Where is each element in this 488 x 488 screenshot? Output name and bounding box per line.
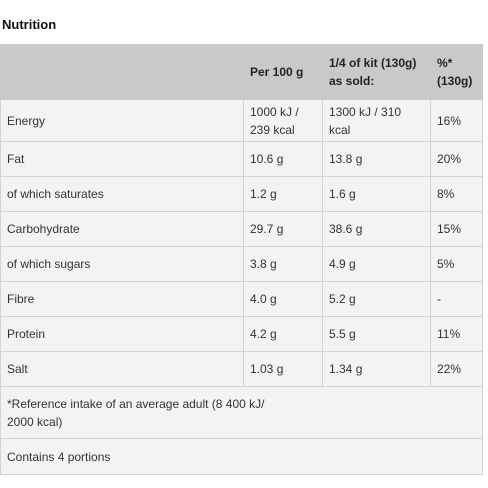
cell: - [430,281,483,317]
row-label: Fibre [0,281,244,317]
header-cell: Per 100 g [243,44,323,100]
cell: 16% [430,99,483,142]
cell: 22% [430,351,483,387]
row-label: Salt [0,351,244,387]
cell: 1.6 g [322,176,431,212]
cell: 29.7 g [243,211,323,247]
table-row: of which saturates 1.2 g 1.6 g 8% [0,176,483,212]
table-row: Fibre 4.0 g 5.2 g- [0,281,483,317]
cell: 4.9 g [322,246,431,282]
table-row: Salt 1.03 g 1.34 g 22% [0,351,483,387]
note-row: Contains 4 portions [0,438,483,475]
table-row: of which sugars 3.8 g 4.9 g 5% [0,246,483,282]
row-label: Carbohydrate [0,211,244,247]
table-row: Energy 1000 kJ / 239 kcal 1300 kJ / 310 kc… [0,99,483,142]
table-row: Protein 4.2 g 5.5 g 11% [0,316,483,352]
cell: 5.5 g [322,316,431,352]
note-row: *Reference intake of an average adult (8… [0,386,483,439]
note: Contains 4 portions [0,438,483,475]
header-cell: %* (130g) [430,44,483,100]
cell: 8% [430,176,483,212]
header-cell [0,44,244,100]
cell: 13.8 g [322,141,431,177]
title: Nutrition [2,17,57,32]
cell: 1300 kJ / 310 kcal [322,99,431,142]
cell: 5% [430,246,483,282]
note-text: *Reference intake of an average adult (8… [7,396,265,429]
table-row: Fat 10.6 g 13.8 g 20% [0,141,483,177]
cell: 38.6 g [322,211,431,247]
table-body: Energy 1000 kJ / 239 kcal 1300 kJ / 310 kc… [0,99,483,475]
note: *Reference intake of an average adult (8… [0,386,483,439]
cell: 15% [430,211,483,247]
header-cell: 1/4 of kit (130g) as sold: [322,44,431,100]
cell: 3.8 g [243,246,323,282]
cell: 1.2 g [243,176,323,212]
row-label: Fat [0,141,244,177]
row-label: Energy [0,99,244,142]
cell: 1.34 g [322,351,431,387]
table-row: Carbohydrate 29.7 g 38.6 g 15% [0,211,483,247]
header-row: Per 100 g 1/4 of kit (130g) as sold: %* … [0,44,483,100]
cell: 4.0 g [243,281,323,317]
row-label: of which saturates [0,176,244,212]
cell: 10.6 g [243,141,323,177]
note-text: Contains 4 portions [7,449,111,464]
cell: 11% [430,316,483,352]
cell: 5.2 g [322,281,431,317]
row-label: of which sugars [0,246,244,282]
cell: 20% [430,141,483,177]
row-label: Protein [0,316,244,352]
cell: 1000 kJ / 239 kcal [243,99,323,142]
nutrition-table: Per 100 g 1/4 of kit (130g) as sold: %* … [0,44,483,475]
cell: 1.03 g [243,351,323,387]
cell: 4.2 g [243,316,323,352]
